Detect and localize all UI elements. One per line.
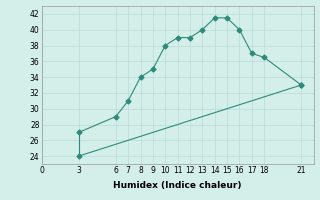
X-axis label: Humidex (Indice chaleur): Humidex (Indice chaleur): [113, 181, 242, 190]
